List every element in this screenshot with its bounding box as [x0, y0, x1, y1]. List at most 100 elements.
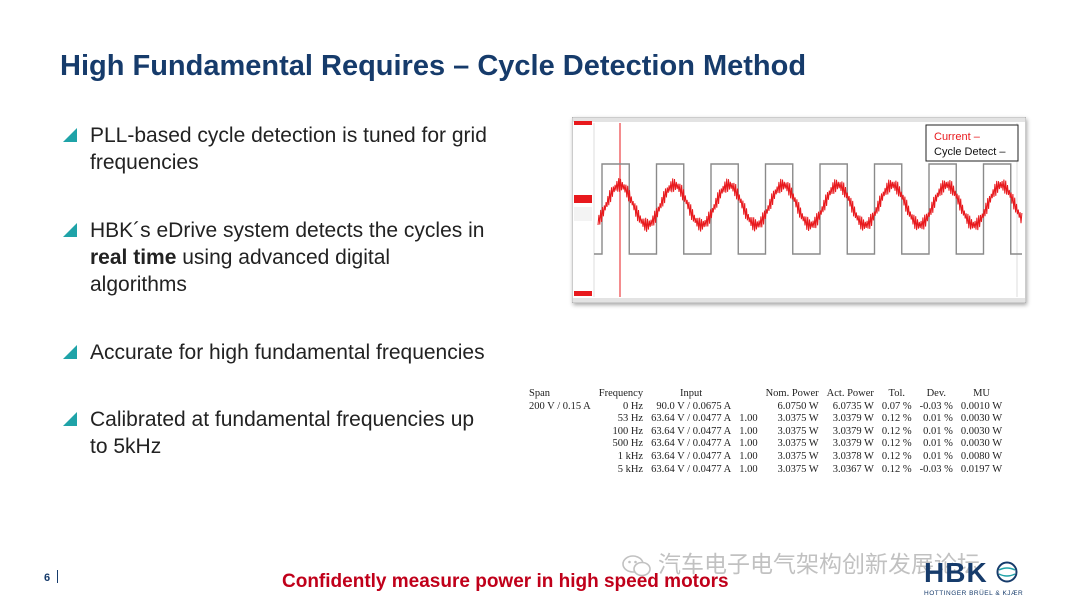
table-cell: 3.0375 W — [777, 425, 819, 437]
table-cell: 0.0030 W — [960, 413, 1003, 425]
header-cell: MU — [973, 388, 990, 399]
bullet-item: HBK´s eDrive system detects the cycles i… — [62, 217, 484, 298]
bullet-line: to 5kHz — [90, 435, 162, 458]
table-cell: 0 Hz — [622, 400, 644, 412]
table-cell — [525, 451, 595, 464]
bullet-line: PLL-based cycle detection is tuned for g… — [90, 124, 487, 147]
scope-legend-box — [925, 124, 1019, 162]
table-cell: -0.03 % — [919, 400, 953, 412]
table-cell: 500 Hz — [612, 438, 644, 450]
table-cell: 3.0367 W — [832, 463, 874, 475]
scope-marker-mid — [574, 195, 592, 203]
table-cell: 90.0 V / 0.0675 A — [656, 400, 732, 412]
bullet-line: HBK´s eDrive system detects the cycles i… — [90, 219, 485, 242]
table-cell — [735, 401, 761, 414]
table-row: 100 Hz 63.64 V / 0.0477 A 1.00 3.0375 W … — [525, 426, 1006, 439]
table-cell: 63.64 V / 0.0477 A — [651, 463, 732, 475]
oscilloscope-screenshot: Current – Cycle Detect – — [572, 117, 1026, 303]
slide-title: High Fundamental Requires – Cycle Detect… — [60, 50, 807, 82]
current-trace — [597, 178, 1023, 232]
page-divider — [57, 570, 58, 583]
table-cell: 1.00 — [739, 425, 758, 437]
header-cell: Span — [529, 388, 550, 399]
bullet-line: Accurate for high fundamental frequencie… — [90, 341, 485, 364]
triangle-bullet-icon — [63, 345, 77, 359]
legend-current: Current – — [934, 131, 981, 143]
table-cell: 3.0379 W — [832, 438, 874, 450]
bullet-line: frequencies — [90, 151, 199, 174]
table-cell: 63.64 V / 0.0477 A — [651, 450, 732, 462]
bullet-item: Accurate for high fundamental frequencie… — [62, 339, 485, 366]
table-cell: 0.01 % — [923, 450, 953, 462]
table-cell — [525, 438, 595, 451]
table-cell: 3.0375 W — [777, 463, 819, 475]
table-cell: 6.0750 W — [777, 400, 819, 412]
table-cell — [525, 426, 595, 439]
watermark: 汽车电子电气架构创新发展论坛 — [622, 545, 980, 579]
triangle-bullet-icon — [63, 412, 77, 426]
table-cell: 6.0735 W — [832, 400, 874, 412]
table-row: 500 Hz 63.64 V / 0.0477 A 1.00 3.0375 W … — [525, 438, 1006, 451]
calibration-table: Span Frequency Input Nom. Power Act. Pow… — [525, 388, 1006, 476]
table-cell: 1.00 — [739, 438, 758, 450]
table-cell: 3.0378 W — [832, 450, 874, 462]
table-row: 53 Hz 63.64 V / 0.0477 A 1.00 3.0375 W 3… — [525, 413, 1006, 426]
table-cell: 0.0197 W — [960, 463, 1003, 475]
table-cell: 1 kHz — [617, 450, 644, 462]
table-cell: 0.12 % — [881, 463, 912, 475]
scope-marker-top — [574, 121, 592, 125]
scope-marker-bottom — [574, 291, 592, 296]
bold-text: real time — [90, 246, 177, 269]
footer-tagline: Confidently measure power in high speed … — [282, 571, 729, 592]
page-number: 6 — [44, 572, 51, 584]
table-cell: 63.64 V / 0.0477 A — [651, 425, 732, 437]
table-cell: 1.00 — [739, 413, 758, 425]
header-cell: Tol. — [888, 388, 906, 399]
bullet-item: PLL-based cycle detection is tuned for g… — [62, 122, 487, 176]
triangle-bullet-icon — [63, 223, 77, 237]
legend-cycle-detect: Cycle Detect – — [934, 146, 1006, 158]
table-cell: 0.0080 W — [960, 450, 1003, 462]
table-cell: 3.0375 W — [777, 413, 819, 425]
table-cell: 0.01 % — [923, 413, 953, 425]
hbk-logo: HBK HOTTINGER BRÜEL & KJÆR — [924, 557, 1023, 597]
table-cell: 0.0030 W — [960, 425, 1003, 437]
logo-subtitle: HOTTINGER BRÜEL & KJÆR — [924, 590, 1024, 597]
table-cell: 1.00 — [739, 463, 758, 475]
table-cell: 0.12 % — [881, 438, 912, 450]
header-cell — [735, 388, 761, 401]
table-cell: 0.12 % — [881, 425, 912, 437]
header-cell: Input — [680, 388, 703, 399]
table-cell: 63.64 V / 0.0477 A — [651, 438, 732, 450]
table-cell: -0.03 % — [919, 463, 953, 475]
triangle-bullet-icon — [63, 128, 77, 142]
table-cell: 63.64 V / 0.0477 A — [651, 413, 732, 425]
bullet-item: Calibrated at fundamental frequencies up… — [62, 406, 474, 460]
table-cell: 0.01 % — [923, 425, 953, 437]
header-cell: Frequency — [598, 388, 644, 399]
table-cell: 5 kHz — [617, 463, 644, 475]
table-cell: 0.01 % — [923, 438, 953, 450]
table-header-row: Span Frequency Input Nom. Power Act. Pow… — [525, 388, 1006, 401]
table-cell: 200 V / 0.15 A — [529, 400, 591, 412]
bullet-line: real time using advanced digital — [90, 244, 484, 271]
table-cell: 100 Hz — [612, 425, 644, 437]
table-cell: 0.12 % — [881, 450, 912, 462]
header-cell: Dev. — [926, 388, 947, 399]
table-row: 200 V / 0.15 A 0 Hz 90.0 V / 0.0675 A 6.… — [525, 401, 1006, 414]
logo-text: HBK — [924, 557, 988, 588]
table-cell: 3.0375 W — [777, 450, 819, 462]
watermark-text: 汽车电子电气架构创新发展论坛 — [658, 551, 980, 577]
header-cell: Nom. Power — [765, 388, 819, 399]
bullet-line: Calibrated at fundamental frequencies up — [90, 408, 475, 431]
table-row: 1 kHz 63.64 V / 0.0477 A 1.00 3.0375 W 3… — [525, 451, 1006, 464]
header-cell: Act. Power — [826, 388, 874, 399]
bullet-text: using advanced digital — [176, 246, 391, 269]
table-cell: 0.07 % — [881, 400, 912, 412]
table-cell: 0.0030 W — [960, 438, 1003, 450]
table-cell: 53 Hz — [617, 413, 644, 425]
table-cell — [525, 413, 595, 426]
table-cell: 3.0379 W — [832, 425, 874, 437]
table-cell: 1.00 — [739, 450, 758, 462]
table-cell: 3.0375 W — [777, 438, 819, 450]
